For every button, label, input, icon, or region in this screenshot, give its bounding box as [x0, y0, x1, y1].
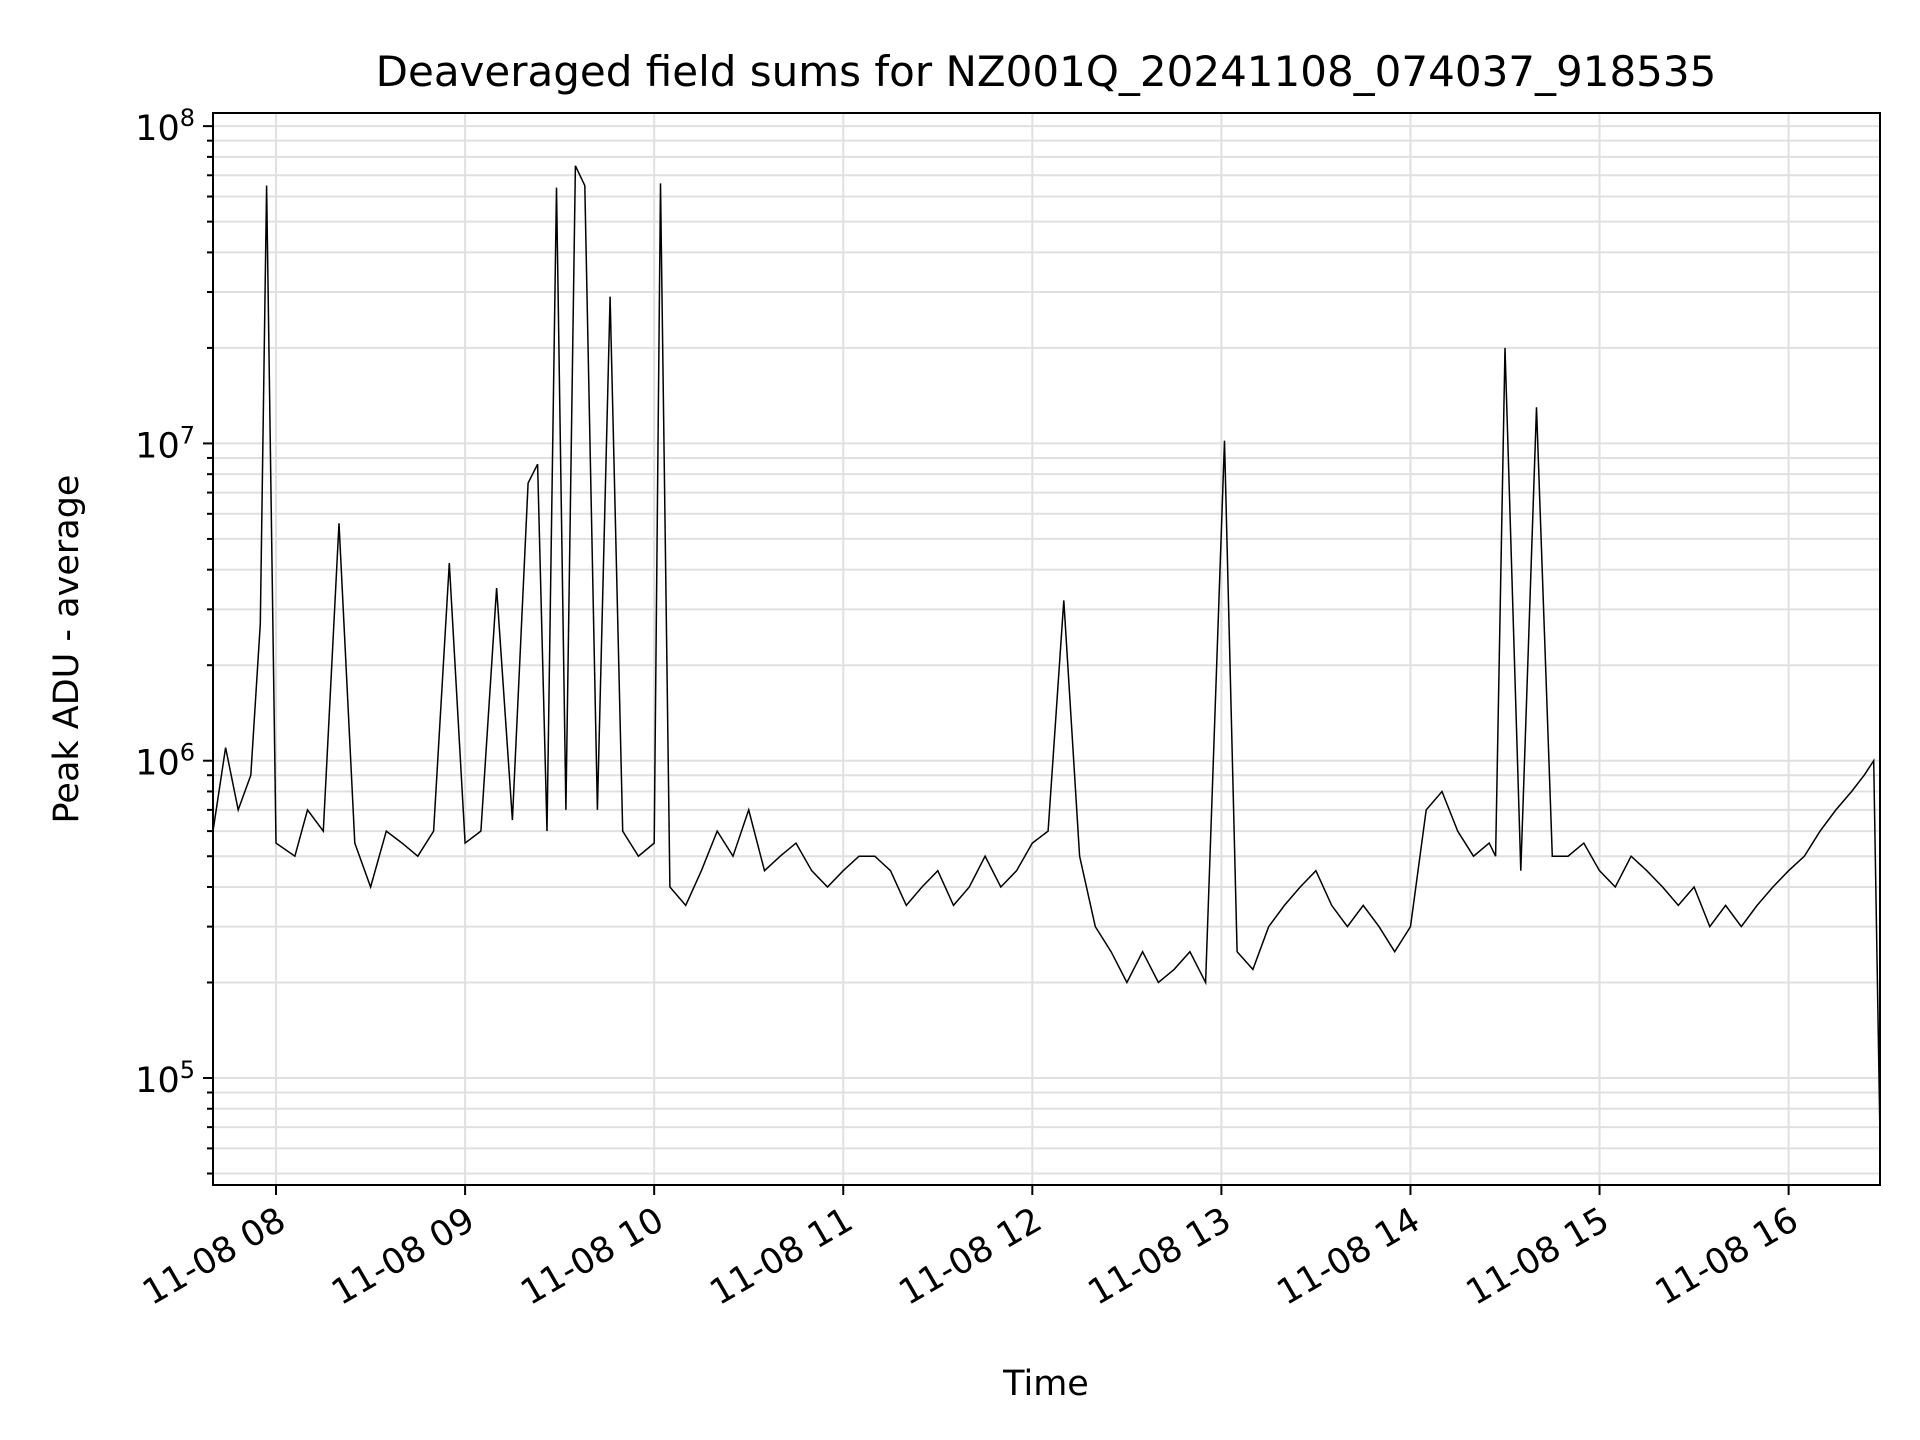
series-layer: [212, 165, 1881, 1138]
y-tick-label: 107: [135, 421, 195, 466]
chart-title: Deaveraged field sums for NZ001Q_2024110…: [376, 47, 1717, 96]
y-tick-label: 108: [135, 104, 195, 149]
grid-lines: [213, 113, 1880, 1185]
x-axis-label: Time: [1002, 1364, 1089, 1404]
y-axis-label: Peak ADU - average: [47, 475, 87, 824]
plot-frame: [212, 112, 1881, 1186]
y-tick-label: 105: [135, 1056, 195, 1101]
series-line: [212, 165, 1881, 1138]
y-axis: 105 106 107 108: [135, 104, 213, 1175]
y-tick-label: 106: [135, 739, 195, 784]
